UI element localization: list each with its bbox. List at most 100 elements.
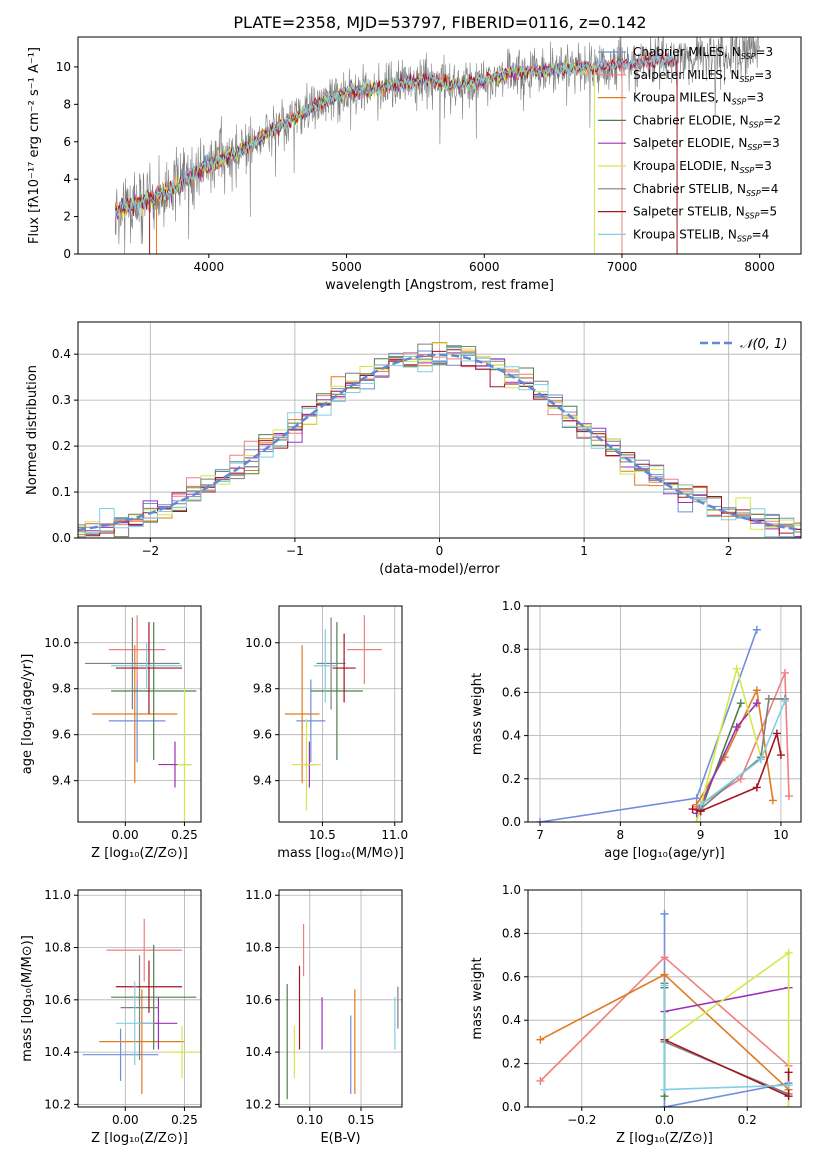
marker-kroupa_stelib	[784, 1081, 793, 1090]
x-tick-label: 0.25	[171, 1113, 198, 1127]
x-tick-label: 5000	[331, 260, 362, 274]
series-kroupa_miles	[695, 687, 774, 806]
y-tick-label: 0.2	[502, 772, 521, 786]
marker-salpeter_elodie	[732, 722, 741, 731]
y-tick-label: 0.2	[52, 439, 71, 453]
y-tick-label: 10.2	[245, 1097, 272, 1111]
x-tick-label: 8	[617, 828, 625, 842]
y-tick-label: 0.0	[502, 1100, 521, 1114]
marker-salpeter_stelib	[776, 751, 785, 760]
series-kroupa_stelib	[663, 985, 789, 1091]
axes-frame	[77, 889, 202, 1108]
x-tick-label: 10.5	[309, 828, 336, 842]
marker-kroupa_stelib	[660, 1085, 669, 1094]
y-tick-label: 11.0	[245, 888, 272, 902]
plot-area	[114, 37, 760, 254]
panel-age_vs_Z: 0.00 0.25 9.4 9.6 9.8 10.0 Z [log₁₀(Z/Z⊙)] age …	[20, 605, 202, 861]
y-tick-label: 1.0	[502, 883, 521, 897]
y-tick-label: 10.2	[44, 1097, 71, 1111]
y-tick-label: 9.6	[253, 728, 272, 742]
plot-area	[286, 923, 399, 1100]
y-axis-label: Normed distribution	[25, 365, 40, 495]
normal-legend-label: 𝒩(0, 1)	[740, 337, 787, 352]
legend-label-kroupa_elodie: Kroupa ELODIE, NSSP=3	[633, 159, 772, 175]
x-tick-label: 0	[436, 544, 444, 558]
legend-label-salpeter_stelib: Salpeter STELIB, NSSP=5	[633, 205, 777, 221]
spectrum-chabrier_stelib	[114, 37, 760, 254]
legend-label-chabrier_elodie: Chabrier ELODIE, NSSP=2	[633, 113, 781, 129]
y-tick-label: 11.0	[44, 888, 71, 902]
panel-weight_vs_age: 7 8 9 10 0.0 0.2 0.4 0.6 0.8 1.0 age [log₁₀(age/yr…	[470, 599, 802, 861]
y-tick-label: 9.8	[253, 682, 272, 696]
x-tick-label: 0.2	[738, 1113, 757, 1127]
histogram-chabrier_miles	[78, 350, 801, 538]
y-tick-label: 10.4	[44, 1045, 71, 1059]
x-tick-label: 6000	[469, 260, 500, 274]
histogram-chabrier_stelib	[78, 343, 801, 538]
y-tick-label: 8	[63, 97, 71, 111]
x-tick-label: 9	[697, 828, 705, 842]
marker-chabrier_miles	[752, 625, 761, 634]
series-chabrier_miles	[663, 913, 789, 1107]
panel-residuals: 𝒩(0, 1) −2 −1 0 1 2 0.0 0.1 0.2 0.3 0.4 (data-model…	[25, 321, 802, 577]
legend-label-salpeter_elodie: Salpeter ELODIE, NSSP=3	[633, 136, 780, 152]
marker-chabrier_miles	[660, 1103, 669, 1107]
x-tick-label: 10	[773, 828, 788, 842]
y-tick-label: 10	[56, 60, 71, 74]
y-tick-label: 10.8	[245, 941, 272, 955]
marker-chabrier_stelib	[764, 694, 773, 703]
x-tick-label: −1	[286, 544, 304, 558]
y-axis-label: mass weight	[470, 957, 485, 1039]
axes-frame	[77, 605, 202, 823]
y-tick-label: 10.8	[44, 941, 71, 955]
legend-label-chabrier_miles: Chabrier MILES, NSSP=3	[633, 45, 773, 61]
marker-salpeter_stelib	[772, 729, 781, 738]
x-axis-label: Z [log₁₀(Z/Z⊙)]	[616, 1131, 713, 1146]
marker-salpeter_miles	[536, 1076, 545, 1085]
marker-salpeter_miles	[736, 774, 745, 783]
plot-area	[536, 909, 793, 1107]
x-tick-label: 0.00	[112, 828, 139, 842]
axes-frame	[278, 889, 403, 1108]
y-tick-label: 0.8	[502, 926, 521, 940]
y-tick-label: 0.6	[502, 685, 521, 699]
y-tick-label: 0.2	[502, 1057, 521, 1071]
panel-weight_vs_Z: −0.2 0.0 0.2 0.0 0.2 0.4 0.6 0.8 1.0 Z [log₁₀(Z/Z…	[470, 883, 802, 1146]
histogram-kroupa_miles	[78, 342, 801, 538]
series-chabrier_stelib	[700, 698, 785, 810]
y-tick-label: 4	[63, 172, 71, 186]
y-tick-label: 0	[63, 247, 71, 261]
y-tick-label: 10.0	[44, 636, 71, 650]
y-tick-label: 0.0	[502, 815, 521, 829]
x-tick-label: 2	[725, 544, 733, 558]
y-axis-label: age [log₁₀(age/yr)]	[20, 654, 35, 775]
y-axis-label: mass weight	[470, 673, 485, 755]
y-axis-label: mass [log₁₀(M/M⊙)]	[20, 935, 35, 1062]
x-tick-label: 7	[536, 828, 544, 842]
legend-label-kroupa_miles: Kroupa MILES, NSSP=3	[633, 91, 764, 107]
y-tick-label: 6	[63, 135, 71, 149]
x-tick-label: 11.0	[381, 828, 408, 842]
x-axis-label: mass [log₁₀(M/M⊙)]	[277, 846, 404, 861]
marker-kroupa_stelib	[696, 800, 705, 809]
x-tick-label: 0.10	[296, 1113, 323, 1127]
y-tick-label: 10.4	[245, 1045, 272, 1059]
plot-area	[78, 342, 801, 538]
y-tick-label: 0.3	[52, 393, 71, 407]
y-tick-label: 0.0	[52, 531, 71, 545]
y-tick-label: 0.4	[502, 729, 521, 743]
marker-salpeter_elodie	[752, 699, 761, 708]
marker-kroupa_miles	[768, 796, 777, 805]
marker-salpeter_miles	[784, 792, 793, 801]
x-axis-label: wavelength [Angstrom, rest frame]	[325, 278, 554, 293]
series-chabrier_miles	[539, 629, 758, 822]
panel-mass_vs_ebv: 0.10 0.15 10.2 10.4 10.6 10.8 11.0 E(B-V)	[245, 888, 403, 1146]
y-tick-label: 0.8	[502, 642, 521, 656]
marker-kroupa_miles	[752, 686, 761, 695]
marker-chabrier_miles	[536, 818, 545, 822]
spectrum-legend: Chabrier MILES, NSSP=3 Salpeter MILES, NS…	[598, 45, 781, 243]
series-salpeter_elodie	[664, 986, 789, 1013]
histogram-salpeter_stelib	[78, 349, 801, 538]
x-tick-label: 0.15	[348, 1113, 375, 1127]
